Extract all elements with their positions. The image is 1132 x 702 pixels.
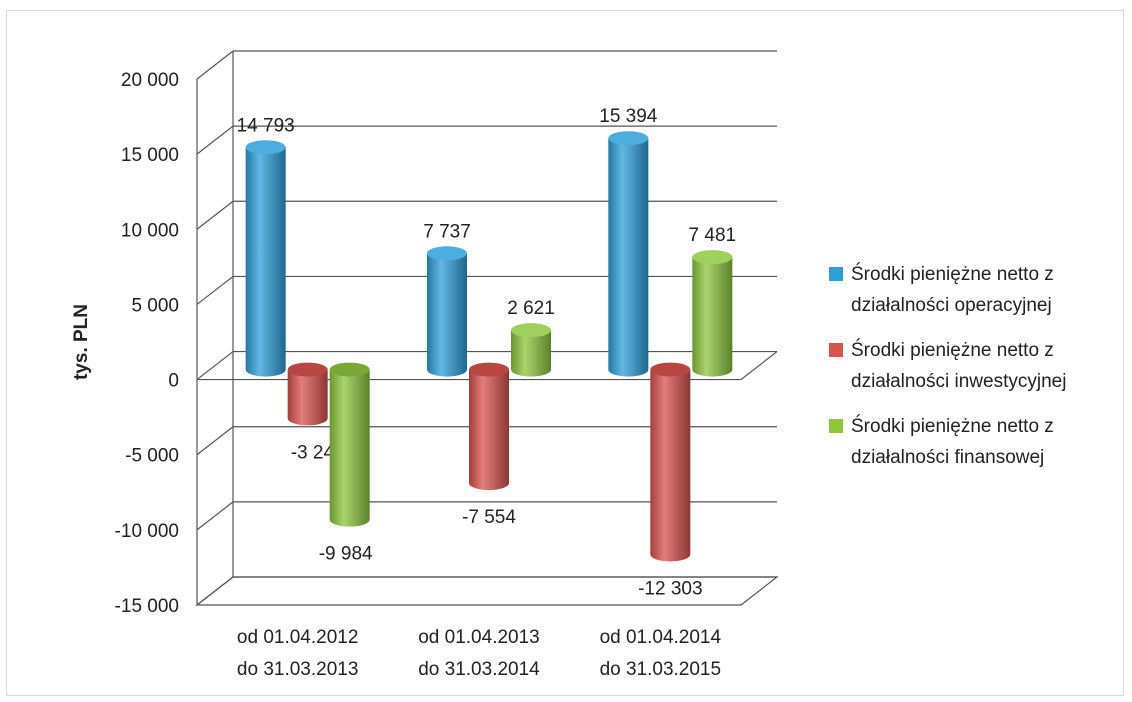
bar bbox=[608, 131, 649, 377]
gridline-side bbox=[196, 351, 234, 381]
legend-item: Środki pieniężne netto z działalności fin… bbox=[829, 411, 1129, 473]
bar-body bbox=[245, 147, 286, 377]
legend-label: działalności operacyjnej bbox=[851, 295, 1052, 316]
bar-body bbox=[329, 369, 370, 527]
legend-label: Środki pieniężne netto z bbox=[851, 416, 1054, 437]
legend-swatch bbox=[829, 267, 843, 281]
gridline-side bbox=[196, 200, 234, 230]
bar-body bbox=[511, 330, 551, 377]
x-tick-label: od 01.04.2012 bbox=[237, 627, 359, 648]
bar-body bbox=[608, 138, 649, 377]
bar-body bbox=[287, 369, 328, 426]
x-tick-label: od 01.04.2013 bbox=[418, 627, 540, 648]
data-label: 7 481 bbox=[689, 225, 737, 246]
bar bbox=[245, 140, 286, 377]
x-tick-label: do 31.03.2015 bbox=[600, 659, 722, 680]
bar-body bbox=[427, 253, 467, 377]
y-tick-label: -10 000 bbox=[115, 521, 179, 542]
y-tick-label: 20 000 bbox=[121, 70, 179, 91]
floor-plane bbox=[195, 576, 779, 606]
bar-cap bbox=[427, 246, 467, 261]
data-label: 15 394 bbox=[599, 106, 658, 127]
data-label: -12 303 bbox=[638, 578, 702, 599]
data-label: -9 984 bbox=[319, 544, 373, 565]
gridline-side bbox=[196, 275, 234, 305]
data-label: 2 621 bbox=[507, 298, 555, 319]
bar-body bbox=[469, 369, 509, 491]
bar-cap bbox=[245, 140, 286, 155]
bar-body bbox=[650, 369, 691, 562]
legend-label: działalności finansowej bbox=[851, 447, 1045, 468]
legend-item: Środki pieniężne netto z działalności ope… bbox=[829, 259, 1129, 321]
chart-frame: 20 000 15 000 10 000 5 000 0 -5 000 -10 000 -15… bbox=[6, 10, 1124, 696]
data-label: 14 793 bbox=[237, 115, 295, 136]
bar-cap bbox=[511, 323, 551, 338]
bar bbox=[511, 323, 551, 377]
bar bbox=[469, 362, 509, 491]
chart-canvas: 20 000 15 000 10 000 5 000 0 -5 000 -10 000 -15… bbox=[71, 50, 779, 680]
y-axis-label: tys. PLN bbox=[71, 304, 92, 380]
data-label: 7 737 bbox=[423, 221, 471, 242]
x-tick-label: od 01.04.2014 bbox=[600, 627, 722, 648]
bar bbox=[329, 362, 370, 527]
y-tick-label: 15 000 bbox=[121, 145, 179, 166]
zero-line-side bbox=[740, 351, 778, 381]
bar-cap bbox=[469, 362, 509, 377]
bar bbox=[692, 250, 733, 377]
legend-item: Środki pieniężne netto z działalności inw… bbox=[829, 335, 1129, 397]
bar-cap bbox=[650, 362, 691, 377]
x-tick-label: do 31.03.2014 bbox=[418, 659, 540, 680]
bar-cap bbox=[329, 362, 370, 377]
bar-body bbox=[692, 257, 733, 377]
y-tick-label: 5 000 bbox=[131, 295, 179, 316]
bar bbox=[287, 362, 328, 426]
legend-swatch bbox=[829, 343, 843, 357]
gridline-side bbox=[196, 426, 234, 456]
bar-cap bbox=[287, 362, 328, 377]
bar bbox=[427, 246, 467, 377]
legend-label: Środki pieniężne netto z bbox=[851, 340, 1054, 361]
data-label: -7 554 bbox=[462, 507, 516, 528]
legend-label: działalności inwestycyjnej bbox=[851, 371, 1067, 392]
y-tick-label: -15 000 bbox=[115, 596, 179, 617]
bar bbox=[650, 362, 691, 562]
legend: Środki pieniężne netto z działalności ope… bbox=[829, 259, 1129, 487]
gridline-side bbox=[196, 125, 234, 155]
legend-swatch bbox=[829, 419, 843, 433]
y-tick-label: 10 000 bbox=[121, 220, 179, 241]
gridline-side bbox=[196, 50, 234, 80]
x-tick-label: do 31.03.2013 bbox=[237, 659, 359, 680]
gridline-side bbox=[196, 501, 234, 531]
bar-cap bbox=[608, 131, 649, 146]
bar-cap bbox=[692, 250, 733, 265]
y-tick-label: -5 000 bbox=[125, 446, 179, 467]
y-tick-label: 0 bbox=[168, 371, 179, 392]
legend-label: Środki pieniężne netto z bbox=[851, 264, 1054, 285]
